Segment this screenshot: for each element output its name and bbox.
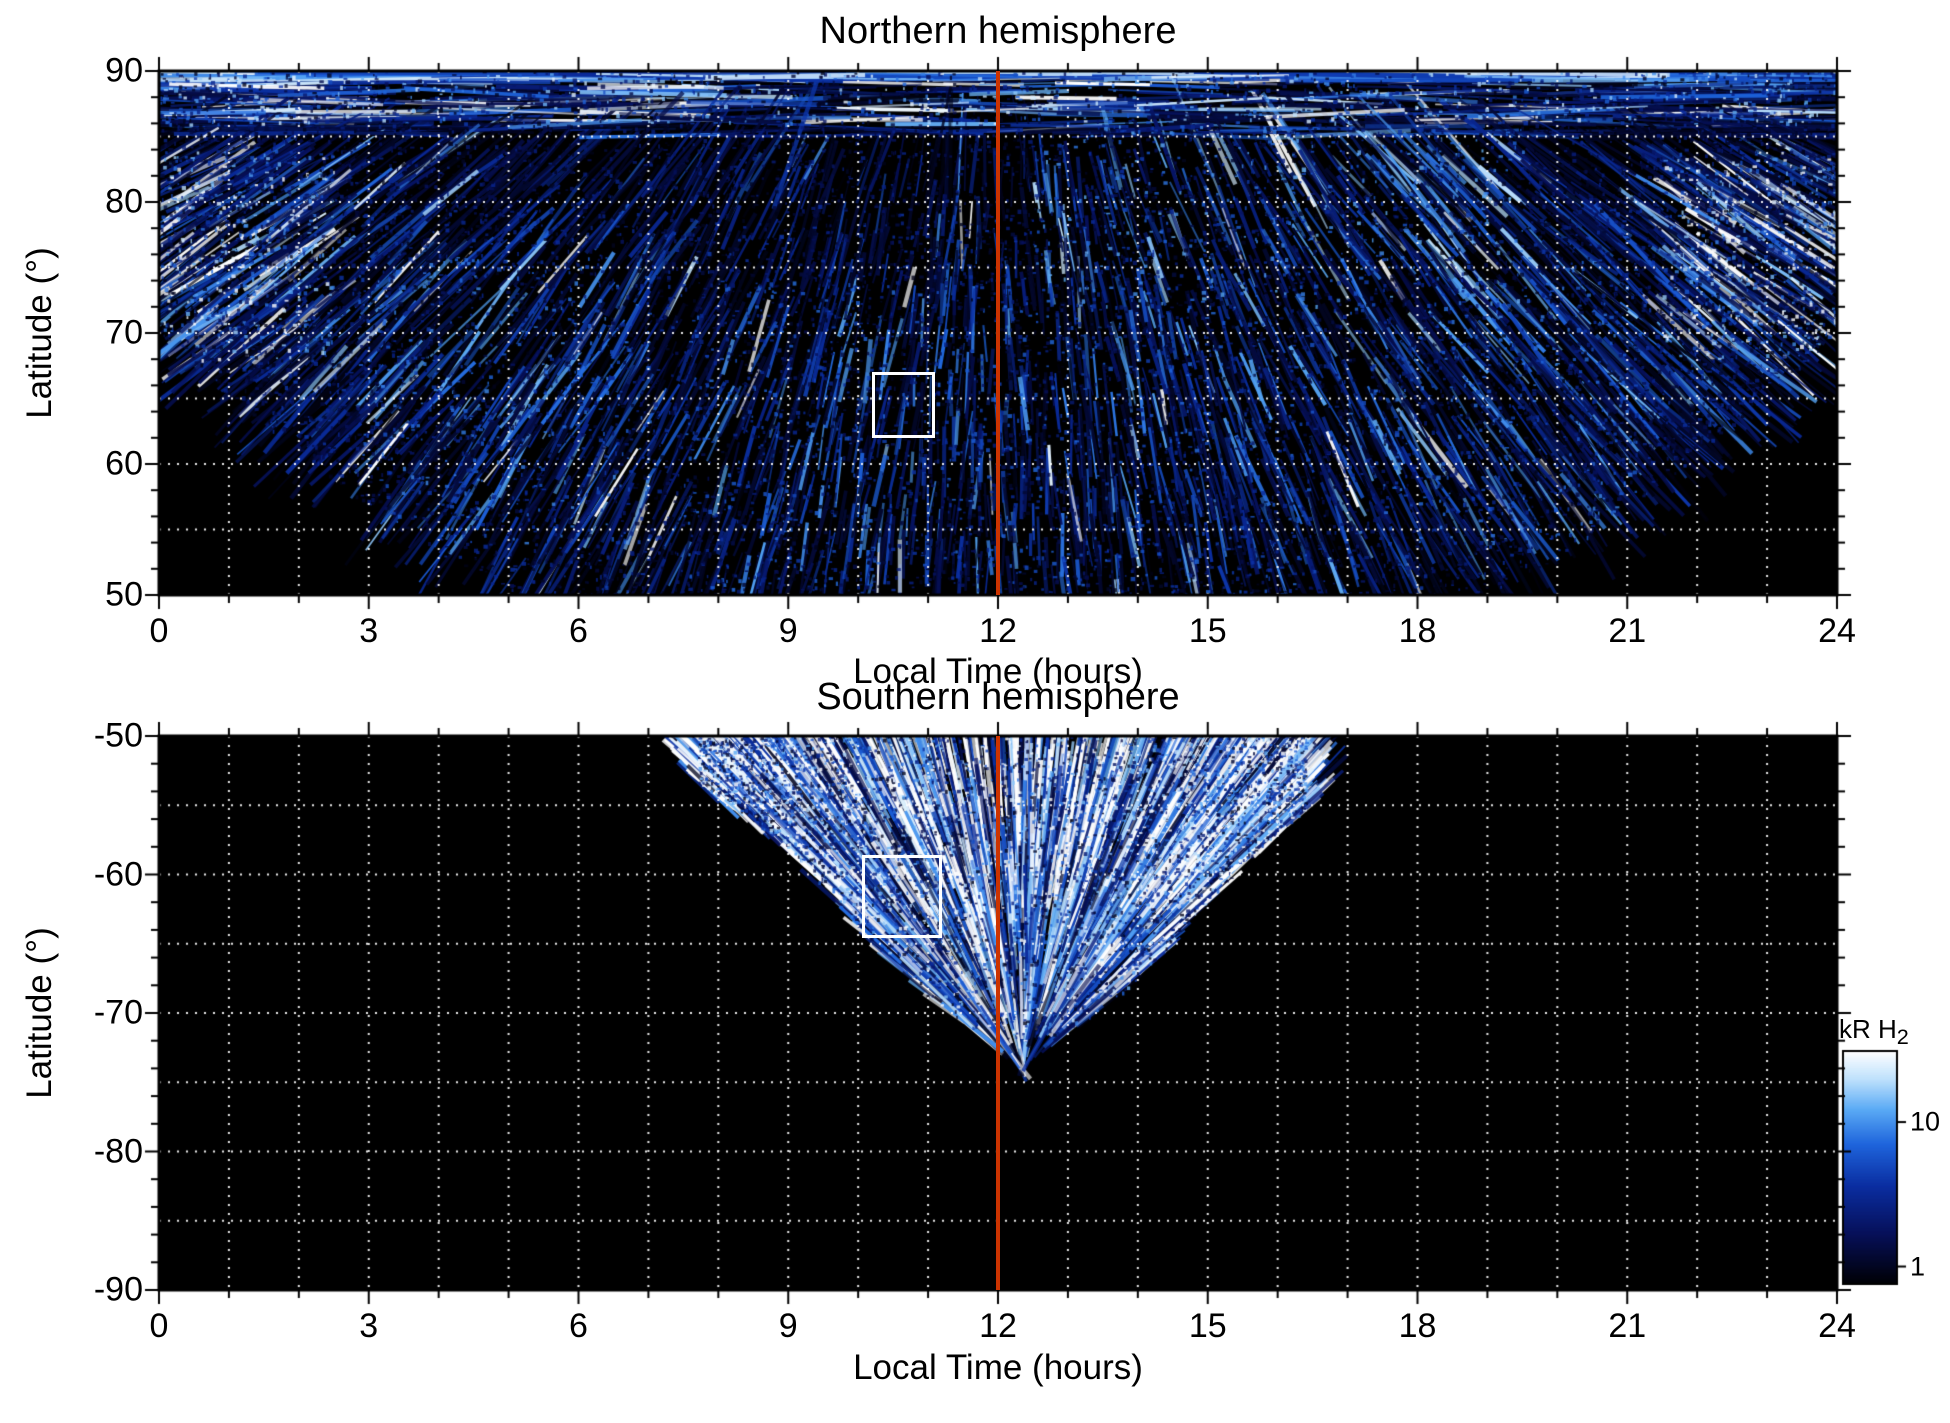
north-x-tick-label: 3 [359,612,379,650]
north-x-tick-label: 24 [1818,612,1856,650]
south-x-tick-label: 15 [1188,1307,1227,1345]
colorbar-unit-label: kR H2 [1839,1014,1909,1050]
south-y-tick-label: -60 [93,855,143,893]
south-x-tick-label: 12 [979,1307,1017,1345]
south-y-tick-label: -80 [93,1132,143,1170]
north-y-tick-label: 50 [105,575,143,614]
south-y-tick-label: -90 [93,1270,143,1309]
north-x-tick-label: 12 [979,612,1017,650]
south-x-tick-label: 0 [149,1307,169,1345]
south-x-tick-label: 9 [778,1307,798,1345]
north-x-tick-label: 9 [778,612,798,650]
colorbar-tick-label: 10 [1910,1106,1941,1137]
north-x-tick-label: 21 [1608,612,1647,650]
north-y-axis-label: Latitude (°) [20,247,59,419]
north-y-tick-label: 80 [105,182,143,221]
highlight-box-south [862,855,942,938]
south-x-tick-label: 21 [1608,1307,1647,1345]
north-y-tick-label: 90 [105,51,143,90]
north-x-tick-label: 6 [569,612,588,650]
south-panel-title: Southern hemisphere [816,676,1180,718]
north-panel-title: Northern hemisphere [819,10,1177,52]
colorbar-tick-label: 1 [1910,1251,1926,1282]
noon-meridian-line-south [996,736,1000,1290]
noon-meridian-line-north [996,71,1000,595]
south-y-tick-label: -50 [93,716,143,755]
highlight-box-north [872,372,935,438]
south-y-axis-label: Latitude (°) [20,927,59,1099]
north-x-axis-label: Local Time (hours) [853,652,1143,691]
north-y-tick-label: 70 [105,313,143,352]
south-x-tick-label: 18 [1398,1307,1437,1345]
south-x-axis-label: Local Time (hours) [853,1348,1143,1387]
colorbar-unit-main: kR H [1839,1014,1897,1044]
colorbar-unit-subscript: 2 [1896,1024,1909,1050]
north-x-tick-label: 0 [149,612,169,650]
south-x-tick-label: 6 [569,1307,588,1345]
south-x-tick-label: 3 [359,1307,379,1345]
south-y-tick-label: -70 [93,993,143,1032]
north-x-tick-label: 15 [1188,612,1227,650]
north-x-tick-label: 18 [1398,612,1437,650]
south-x-tick-label: 24 [1818,1307,1856,1345]
north-y-tick-label: 60 [105,444,143,483]
